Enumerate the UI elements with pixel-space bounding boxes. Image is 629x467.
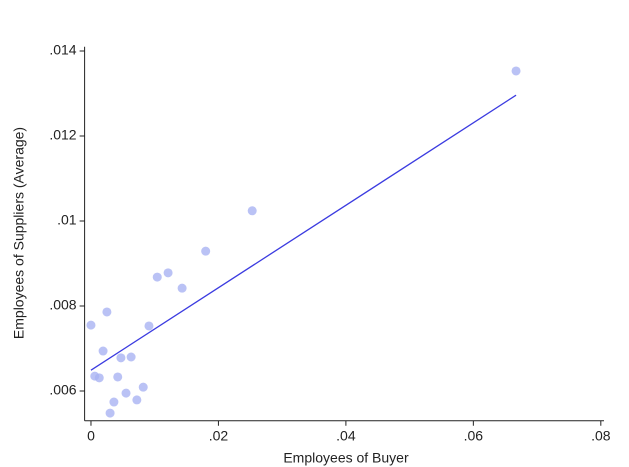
y-axis-title: Employees of Suppliers (Average) <box>11 127 27 339</box>
x-tick-label: .04 <box>336 427 356 443</box>
x-tick-label: 0 <box>87 427 95 443</box>
x-tick-label: .06 <box>464 427 484 443</box>
y-tick-label: .014 <box>49 42 76 58</box>
x-tick-label: .02 <box>209 427 229 443</box>
x-tick-label: .08 <box>591 427 611 443</box>
point <box>152 272 162 282</box>
point <box>511 66 521 76</box>
point <box>94 373 104 383</box>
point <box>177 283 187 293</box>
fit-line <box>90 94 517 371</box>
point <box>126 352 136 362</box>
point <box>247 206 257 216</box>
point <box>132 395 142 405</box>
point <box>201 246 211 256</box>
point <box>86 320 96 330</box>
y-tick-label: .006 <box>49 382 76 398</box>
point <box>144 321 154 331</box>
y-tick-label: .012 <box>49 127 76 143</box>
point <box>121 388 131 398</box>
point <box>102 307 112 317</box>
y-tick-label: .01 <box>57 212 77 228</box>
point <box>98 346 108 356</box>
point <box>113 372 123 382</box>
point <box>138 382 148 392</box>
x-axis-title: Employees of Buyer <box>283 450 409 466</box>
point <box>109 397 119 407</box>
point <box>163 268 173 278</box>
point <box>116 353 126 363</box>
point <box>105 408 115 418</box>
y-tick-label: .008 <box>49 297 76 313</box>
